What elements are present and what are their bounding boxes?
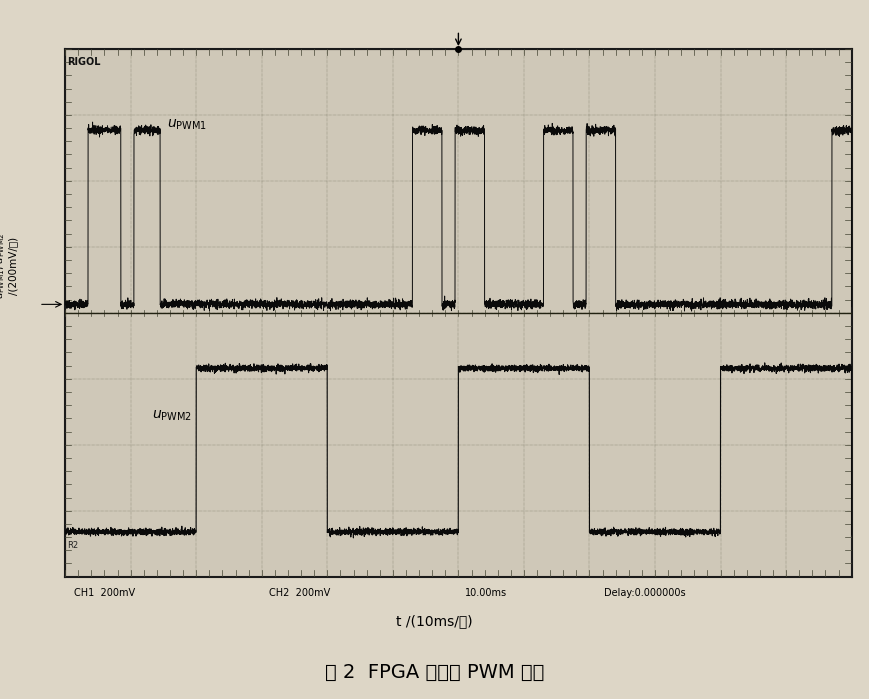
Text: $u_{\rm PWM1}$, $u_{\rm PWM2}$
/(200mV/格): $u_{\rm PWM1}$, $u_{\rm PWM2}$ /(200mV/格… [0,233,18,298]
Text: 图 2  FPGA 产生的 PWM 信号: 图 2 FPGA 产生的 PWM 信号 [325,663,544,682]
Text: $\it{u}_{\rm PWM1}$: $\it{u}_{\rm PWM1}$ [168,118,208,133]
Text: Delay:0.000000s: Delay:0.000000s [604,588,686,598]
Text: 10.00ms: 10.00ms [465,588,507,598]
Text: CH2  200mV: CH2 200mV [269,588,330,598]
Text: RIGOL: RIGOL [68,57,101,67]
Text: CH1  200mV: CH1 200mV [74,588,135,598]
Text: $\it{u}_{\rm PWM2}$: $\it{u}_{\rm PWM2}$ [152,408,191,423]
Text: t /(10ms/格): t /(10ms/格) [396,614,473,628]
Text: R2: R2 [68,540,79,549]
